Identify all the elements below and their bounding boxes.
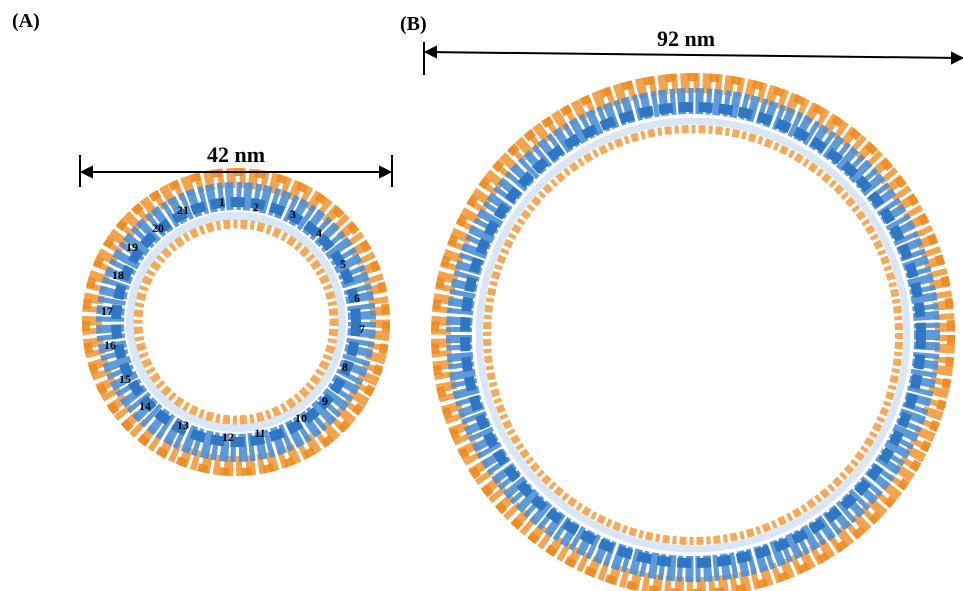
subunit-number: 1: [219, 195, 225, 209]
subunit-number: 15: [119, 372, 131, 386]
subunit-number: 14: [139, 399, 151, 413]
subunit-number: 20: [152, 221, 164, 235]
subunit-number: 8: [342, 360, 348, 374]
subunit-number: 19: [126, 240, 138, 254]
subunit-number: 2: [253, 200, 259, 214]
subunit-number: 6: [354, 291, 360, 305]
subunit-number: 16: [104, 338, 116, 352]
subunit-number: 18: [112, 268, 124, 282]
ring-a: [86, 172, 386, 472]
subunit-number: 17: [101, 304, 113, 318]
subunit-number: 11: [254, 426, 265, 440]
scale-label: 42 nm: [207, 142, 265, 167]
figure: (A) (B) 42 nm 92 nm 12345678910111213141…: [0, 0, 963, 591]
subunit-number: 4: [316, 226, 322, 240]
subunit-number: 9: [322, 394, 328, 408]
panel-label: (A): [12, 10, 40, 32]
subunit-number: 3: [290, 207, 296, 221]
subunit-number: 21: [177, 203, 189, 217]
subunit-number: 5: [340, 257, 346, 271]
subunit-number: 13: [177, 418, 189, 432]
scale-label: 92 nm: [657, 26, 715, 51]
panel-label: (B): [400, 13, 427, 35]
subunit-number: 12: [222, 430, 234, 444]
subunit-number: 7: [359, 322, 365, 336]
subunit-number: 10: [295, 411, 307, 425]
ring-b: [435, 77, 951, 591]
